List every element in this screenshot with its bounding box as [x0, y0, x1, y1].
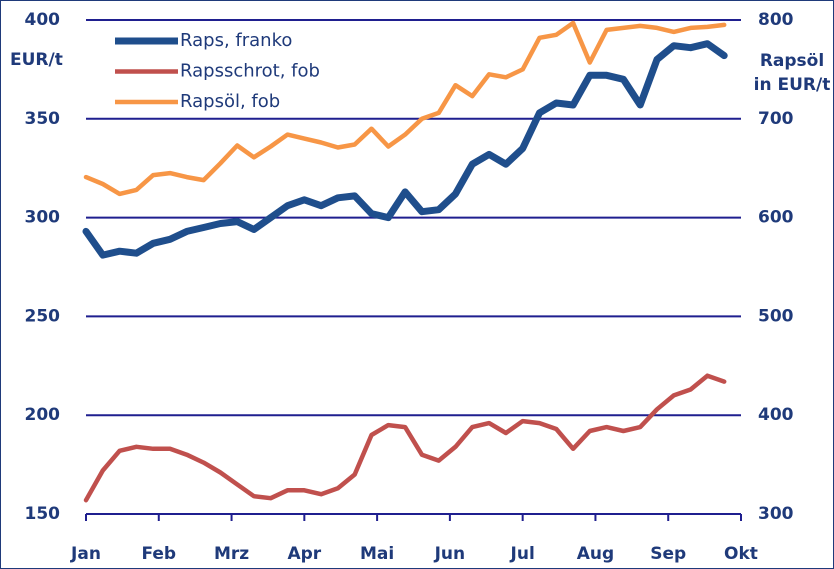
y2-tick-label: 500	[758, 306, 794, 326]
x-tick-label: Jan	[70, 544, 101, 564]
y-tick-label: 300	[25, 208, 61, 228]
y2-tick-label: 700	[758, 109, 794, 129]
y2-axis-title: Rapsöl	[760, 51, 824, 71]
y2-tick-label: 300	[758, 504, 794, 524]
legend-label: Rapsschrot, fob	[180, 61, 320, 82]
y-tick-label: 350	[25, 109, 61, 129]
x-tick-label: Sep	[650, 544, 686, 564]
y-tick-label: 400	[25, 10, 61, 30]
series-line	[83, 373, 727, 503]
y-tick-label: 200	[25, 405, 61, 425]
y-tick-label: 150	[25, 504, 61, 524]
x-tick-label: Aug	[577, 544, 614, 564]
series-line	[82, 40, 728, 259]
legend-label: Raps, franko	[180, 30, 292, 51]
y-axis-title: EUR/t	[10, 50, 63, 70]
y2-tick-label: 800	[758, 10, 794, 30]
x-tick-label: Okt	[724, 544, 758, 564]
x-tick-label: Jun	[434, 544, 466, 564]
x-tick-label: Mrz	[214, 544, 249, 564]
x-tick-label: Apr	[287, 544, 321, 564]
x-tick-label: Feb	[141, 544, 176, 564]
y-tick-label: 250	[25, 306, 61, 326]
y2-tick-label: 600	[758, 208, 794, 228]
x-tick-label: Mai	[360, 544, 394, 564]
x-tick-label: Jul	[510, 544, 535, 564]
y2-axis-title: in EUR/t	[754, 75, 831, 95]
series-line	[83, 20, 727, 197]
legend-label: Rapsöl, fob	[180, 91, 280, 112]
y2-tick-label: 400	[758, 405, 794, 425]
